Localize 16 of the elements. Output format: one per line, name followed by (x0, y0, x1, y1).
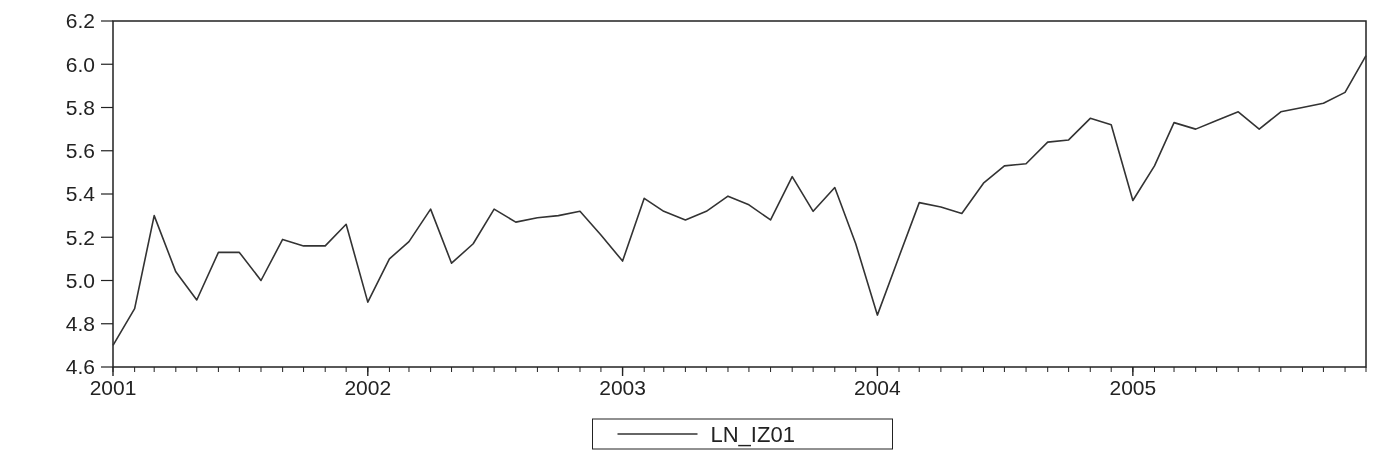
y-tick-label: 4.8 (65, 312, 95, 336)
x-tick-label: 2003 (599, 376, 646, 399)
y-tick-label: 6.0 (65, 52, 95, 76)
y-tick-label: 5.2 (65, 225, 95, 249)
legend-label: LN_IZ01 (710, 421, 795, 447)
y-tick-label: 5.4 (65, 182, 96, 206)
x-tick-label: 2002 (344, 376, 392, 399)
line-series (112, 54, 1367, 347)
y-tick-label: 5.8 (65, 95, 95, 119)
x-tick-label: 2004 (854, 376, 902, 399)
y-tick-label: 5.0 (65, 268, 95, 292)
y-tick-label: 5.6 (65, 139, 95, 163)
x-tick-label: 2001 (89, 376, 137, 399)
x-tick-label: 2005 (1109, 376, 1157, 399)
y-tick-label: 4.6 (65, 355, 95, 379)
y-tick-label: 6.2 (65, 9, 95, 33)
